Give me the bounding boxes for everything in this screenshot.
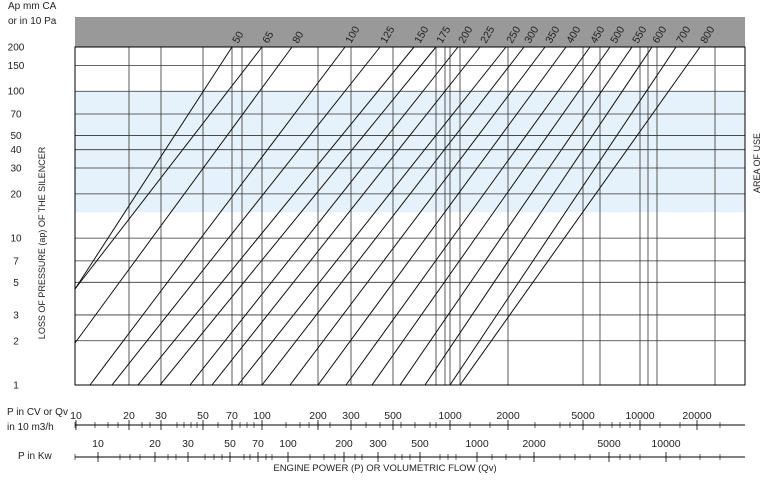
curve-line [111,46,381,386]
curve-line [74,46,263,290]
y-tick-label: 3 [13,310,19,321]
x2-axis-title: P in Kw [18,451,52,462]
x1-tick-label: 2000 [496,410,520,422]
x1-tick-label: 50 [197,410,209,422]
x1-axis-title-1: P in CV or Qv [7,407,68,418]
y-unit-label-2: or in 10 Pa [8,16,57,27]
area-of-use-label: AREA OF USE [752,133,762,193]
x2-tick-label: 300 [369,438,387,450]
y-tick-label: 150 [8,61,25,72]
x2-tick-label: 5000 [597,438,621,450]
x2-tick-label: 200 [335,438,353,450]
x2-tick-label: 20 [149,438,161,450]
vertical-grid [128,47,716,385]
x2-tick-label: 2000 [522,438,546,450]
y-tick-label: 7 [13,256,19,267]
x1-tick-label: 70 [226,410,238,422]
curve-line [211,46,481,386]
curve-line [74,46,233,290]
x1-tick-label: 20 [123,410,135,422]
x2-tick-label: 10 [92,438,104,450]
x1-tick-label: 200 [309,410,327,422]
x-axis-title: ENGINE POWER (P) OR VOLUMETRIC FLOW (Qv) [273,463,496,474]
y-tick-label: 70 [10,109,22,120]
curve-line [89,46,346,386]
x2-tick-label: 30 [182,438,194,450]
y-unit-label-1: Ap mm CA [8,1,57,12]
curve-line [261,46,525,386]
y-tick-label: 40 [10,145,22,156]
x1-axis: 10 20 30 50 70 100 200 300 500 1000 2000 5000 10000 2… [70,410,745,430]
y-tick-label: 20 [10,189,22,200]
x1-tick-label: 300 [342,410,360,422]
y-tick-label: 1 [13,381,19,392]
x2-tick-label: 10000 [651,438,680,450]
curve-line [345,46,591,386]
y-axis-title: LOSS OF PRESSURE (ap) OF THE SILENCER [37,146,47,339]
x2-tick-label: 1000 [465,438,489,450]
y-tick-label: 100 [8,87,25,98]
curve-line [159,46,437,386]
x1-tick-label: 5000 [571,410,595,422]
y-tick-label: 2 [13,336,19,347]
y-tick-label: 10 [10,234,22,245]
silencer-curves [74,46,701,386]
plot-frame [74,46,746,386]
x1-tick-label: 500 [384,410,402,422]
x1-tick-label: 10000 [625,410,654,422]
curve-line [74,46,293,344]
curve-line [399,46,633,386]
x1-tick-label: 10 [70,410,82,422]
curve-line [449,46,677,386]
curve-line [189,46,459,386]
curve-line [371,46,611,386]
curve-label: 80 [290,29,306,45]
y-tick-label: 50 [10,131,22,142]
curve-label: 50 [230,29,246,45]
x1-tick-label: 100 [253,410,271,422]
curve-line [289,46,546,386]
y-tick-label: 5 [13,278,19,289]
curve-line [424,46,653,386]
curve-line [137,46,415,386]
y-tick-label: 30 [10,164,22,175]
x1-tick-label: 1000 [438,410,462,422]
x2-tick-label: 70 [252,438,264,450]
x2-tick-label: 50 [224,438,236,450]
curve-label: 65 [260,29,276,45]
y-tick-label: 200 [8,43,25,54]
x1-tick-label: 30 [155,410,167,422]
x1-tick-label: 20000 [682,410,711,422]
curve-line [317,46,567,386]
y-tick-labels: 1 2 3 5 7 10 20 30 40 50 70 100 150 200 [8,43,25,392]
x1-axis-title-2: in 10 m3/h [7,422,54,433]
x2-tick-label: 500 [411,438,429,450]
header-bar [75,17,745,47]
x2-tick-label: 100 [279,438,297,450]
curve-line [237,46,507,386]
curve-line [459,46,701,386]
x2-axis: 10 20 30 50 70 100 200 300 500 1000 2000 5000 10000 [74,438,745,462]
